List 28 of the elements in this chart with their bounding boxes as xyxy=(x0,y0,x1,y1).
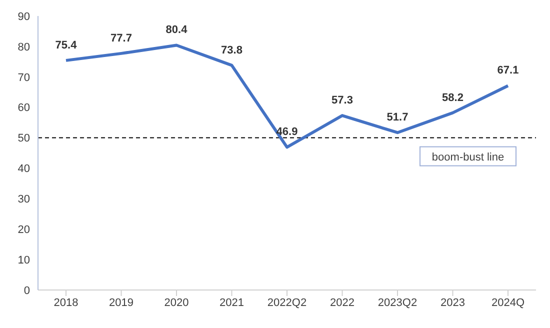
y-tick-label: 0 xyxy=(24,284,30,297)
data-label: 80.4 xyxy=(166,24,188,36)
data-label: 51.7 xyxy=(386,112,408,124)
x-tick-label: 2018 xyxy=(54,296,78,309)
x-tick-label: 2024Q xyxy=(491,296,525,309)
y-tick-label: 50 xyxy=(18,132,30,145)
x-tick-label: 2022Q2 xyxy=(267,296,307,309)
y-tick-label: 90 xyxy=(18,10,30,23)
y-tick-label: 70 xyxy=(18,72,30,84)
x-tick-label: 2019 xyxy=(109,296,134,309)
data-label: 57.3 xyxy=(332,94,353,107)
y-tick-label: 10 xyxy=(18,254,30,266)
x-tick-label: 2022 xyxy=(330,296,354,309)
data-label: 75.4 xyxy=(55,39,78,52)
x-tick-label: 2020 xyxy=(164,296,189,309)
data-label: 77.7 xyxy=(110,32,132,44)
data-label: 73.8 xyxy=(221,44,242,56)
data-label: 67.1 xyxy=(497,64,519,77)
y-tick-label: 40 xyxy=(18,163,30,176)
y-tick-label: 30 xyxy=(18,194,30,206)
y-tick-label: 80 xyxy=(18,41,30,54)
ref-line-label: boom-bust line xyxy=(432,151,504,164)
y-tick-label: 20 xyxy=(18,224,30,236)
y-tick-label: 60 xyxy=(18,102,30,114)
x-tick-label: 2021 xyxy=(220,296,244,309)
x-tick-label: 2023 xyxy=(440,296,465,309)
x-tick-label: 2023Q2 xyxy=(378,296,418,309)
data-label: 58.2 xyxy=(442,92,464,104)
